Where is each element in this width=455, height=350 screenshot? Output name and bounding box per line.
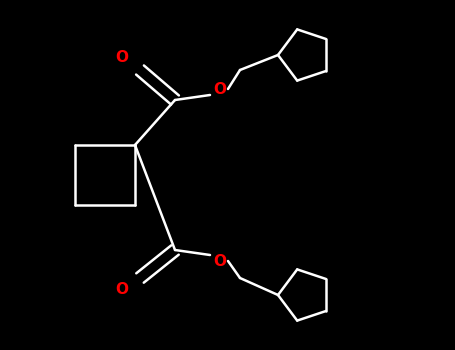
Text: O: O xyxy=(116,282,128,298)
Text: O: O xyxy=(213,82,227,97)
Text: O: O xyxy=(116,50,128,65)
Text: O: O xyxy=(213,253,227,268)
